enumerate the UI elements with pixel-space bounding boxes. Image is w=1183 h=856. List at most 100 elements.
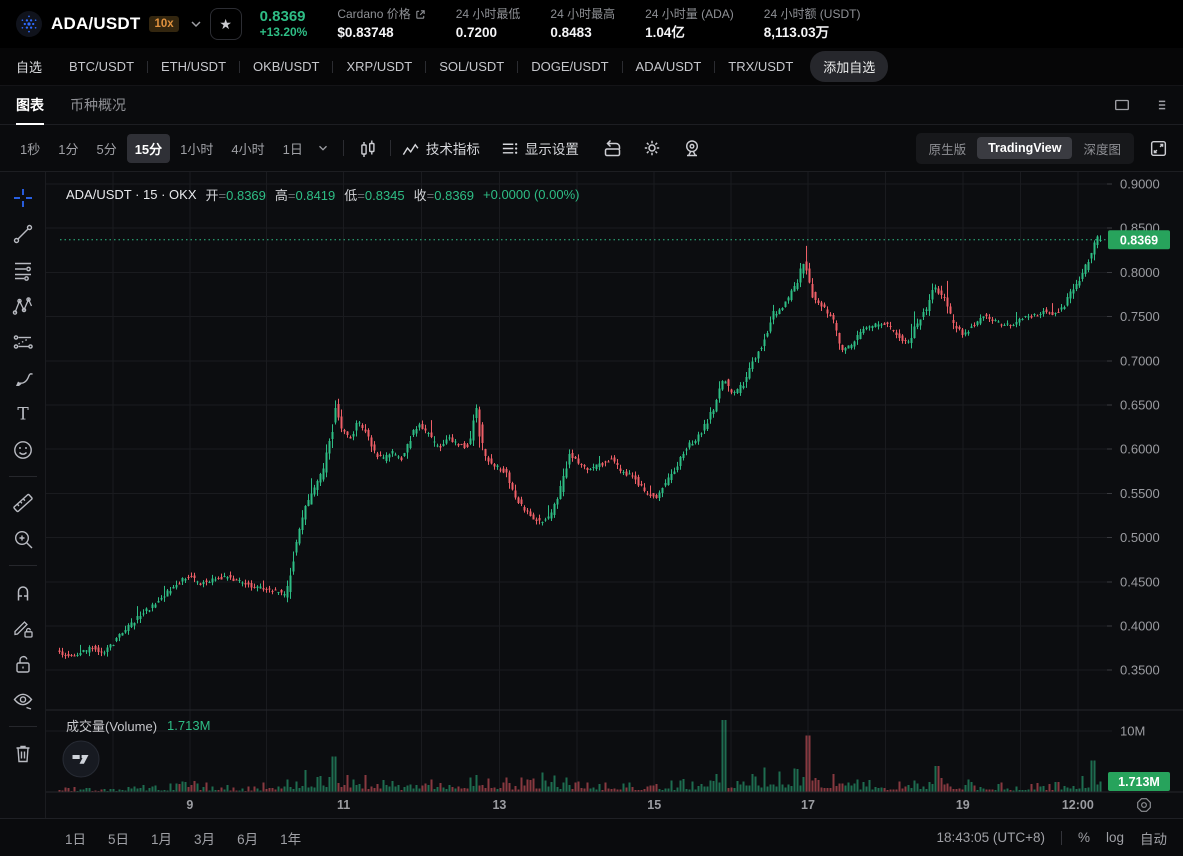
clock[interactable]: 18:43:05 (UTC+8) — [936, 830, 1045, 845]
pair-separator — [517, 60, 519, 73]
favorites-tab[interactable]: 自选 — [16, 60, 43, 75]
expand-icon[interactable] — [1146, 136, 1171, 161]
svg-text:0.3500: 0.3500 — [1120, 663, 1160, 678]
legend-high-label: 高 — [274, 188, 288, 203]
svg-text:0.8000: 0.8000 — [1120, 265, 1160, 280]
pair-tab-eth[interactable]: ETH/USDT — [161, 59, 227, 74]
axis-settings-icon[interactable] — [1135, 796, 1153, 814]
range-3m[interactable]: 3月 — [194, 831, 216, 847]
mode-depth[interactable]: 深度图 — [1083, 142, 1121, 157]
chevron-down-icon[interactable] — [188, 16, 204, 32]
percent-scale-toggle[interactable]: % — [1077, 830, 1090, 845]
chart-main: 0.9000 0.8500 0.8000 0.7500 0.7000 0.6500 0.60… — [46, 172, 1183, 818]
interval-5m[interactable]: 5分 — [96, 141, 117, 157]
legend-close-value: 0.8369 — [434, 188, 475, 203]
pair-separator — [714, 60, 716, 73]
panel-menu-icon[interactable] — [1149, 96, 1167, 114]
range-1y[interactable]: 1年 — [280, 831, 302, 847]
pair-tab-sol[interactable]: SOL/USDT — [439, 59, 505, 74]
stat-24h-high: 24 小时最高 0.8483 — [550, 7, 615, 41]
price-change: +13.20% — [259, 24, 308, 39]
svg-text:0.5000: 0.5000 — [1120, 530, 1160, 545]
pair-tab-btc[interactable]: BTC/USDT — [69, 59, 135, 74]
mode-native[interactable]: 原生版 — [928, 142, 967, 157]
svg-text:11: 11 — [337, 798, 350, 812]
range-6m[interactable]: 6月 — [237, 831, 259, 847]
toolbar-divider — [8, 565, 37, 566]
candlestick-chart[interactable]: 0.90000.85000.80000.75000.70000.65000.60… — [46, 172, 1183, 818]
legend-symbol: ADA/USDT · 15 · OKX — [66, 187, 197, 202]
range-5d[interactable]: 5日 — [108, 831, 130, 847]
stat-label: 24 小时最低 — [455, 6, 521, 21]
mode-tradingview[interactable]: TradingView — [977, 137, 1073, 159]
interval-1d[interactable]: 1日 — [282, 141, 303, 157]
svg-text:12:00: 12:00 — [1062, 798, 1094, 812]
remove-drawings-tool-icon[interactable] — [11, 741, 35, 765]
stat-value: $0.83748 — [337, 24, 394, 40]
window-icon[interactable] — [1113, 96, 1131, 114]
xabcd-pattern-tool-icon[interactable] — [11, 294, 35, 318]
favorite-button[interactable]: ★ — [209, 8, 242, 40]
display-settings-button[interactable]: 显示设置 — [500, 138, 579, 158]
auto-scale-toggle[interactable]: 自动 — [1140, 831, 1167, 847]
text-tool-icon[interactable]: T — [11, 402, 35, 426]
pair-selector[interactable]: ADA/USDT 10x — [16, 11, 204, 37]
brush-tool-icon[interactable] — [11, 366, 35, 390]
legend-low-label: 低 — [344, 188, 358, 203]
fib-retracement-tool-icon[interactable] — [11, 258, 35, 282]
interval-1h[interactable]: 1小时 — [180, 141, 214, 157]
tab-chart[interactable]: 图表 — [16, 86, 44, 125]
interval-1m[interactable]: 1分 — [58, 141, 79, 157]
pair-tab-okb[interactable]: OKB/USDT — [253, 59, 320, 74]
tradingview-watermark[interactable] — [62, 740, 100, 778]
volume-legend: 成交量(Volume) 1.713M — [66, 716, 210, 735]
stat-label: Cardano 价格 — [337, 6, 411, 21]
stat-label: 24 小时额 (USDT) — [763, 6, 861, 21]
external-link-icon[interactable] — [415, 9, 426, 20]
svg-text:15: 15 — [647, 798, 661, 812]
interval-1s[interactable]: 1秒 — [20, 141, 41, 157]
range-1d[interactable]: 1日 — [65, 831, 87, 847]
forecast-tool-icon[interactable] — [11, 330, 35, 354]
undo-icon[interactable] — [599, 135, 625, 161]
indicators-button[interactable]: 技术指标 — [401, 138, 480, 158]
svg-text:0.4000: 0.4000 — [1120, 619, 1160, 634]
last-price-block: 0.8369 +13.20% — [260, 8, 308, 39]
pair-tab-ada[interactable]: ADA/USDT — [635, 59, 702, 74]
interval-15m[interactable]: 15分 — [126, 133, 171, 163]
candlestick-style-icon[interactable] — [354, 135, 380, 161]
svg-text:1.713M: 1.713M — [1118, 775, 1160, 789]
tab-coin-overview[interactable]: 币种概况 — [70, 97, 126, 113]
svg-text:0.7000: 0.7000 — [1120, 353, 1160, 368]
stat-value: 0.8483 — [550, 24, 592, 40]
stat-index-price: Cardano 价格 $0.83748 — [337, 7, 425, 41]
screenshot-icon[interactable] — [679, 135, 705, 161]
crosshair-tool-icon[interactable] — [11, 186, 35, 210]
stat-24h-volume-quote: 24 小时额 (USDT) 8,113.03万 — [764, 7, 861, 41]
svg-text:13: 13 — [492, 798, 506, 812]
legend-close-label: 收 — [413, 188, 427, 203]
interval-4h[interactable]: 4小时 — [231, 141, 265, 157]
pair-tab-doge[interactable]: DOGE/USDT — [531, 59, 609, 74]
hide-drawings-tool-icon[interactable] — [11, 688, 35, 712]
pair-separator — [621, 60, 623, 73]
log-scale-toggle[interactable]: log — [1105, 830, 1124, 845]
add-favorite-button[interactable]: 添加自选 — [810, 51, 889, 82]
lock-all-tool-icon[interactable] — [11, 652, 35, 676]
pair-tab-trx[interactable]: TRX/USDT — [728, 59, 794, 74]
drawing-lock-tool-icon[interactable] — [11, 616, 35, 640]
legend-high-value: 0.8419 — [295, 188, 336, 203]
range-1m[interactable]: 1月 — [151, 831, 173, 847]
zoom-in-tool-icon[interactable] — [11, 527, 35, 551]
magnet-tool-icon[interactable] — [11, 580, 35, 604]
settings-gear-icon[interactable] — [639, 135, 665, 161]
trend-line-tool-icon[interactable] — [11, 222, 35, 246]
ruler-tool-icon[interactable] — [11, 491, 35, 515]
emoji-tool-icon[interactable] — [11, 438, 35, 462]
chevron-down-icon[interactable] — [313, 138, 333, 158]
svg-text:0.9000: 0.9000 — [1120, 177, 1160, 192]
stat-24h-low: 24 小时最低 0.7200 — [456, 7, 521, 41]
svg-text:9: 9 — [186, 798, 193, 812]
pair-tab-xrp[interactable]: XRP/USDT — [346, 59, 413, 74]
